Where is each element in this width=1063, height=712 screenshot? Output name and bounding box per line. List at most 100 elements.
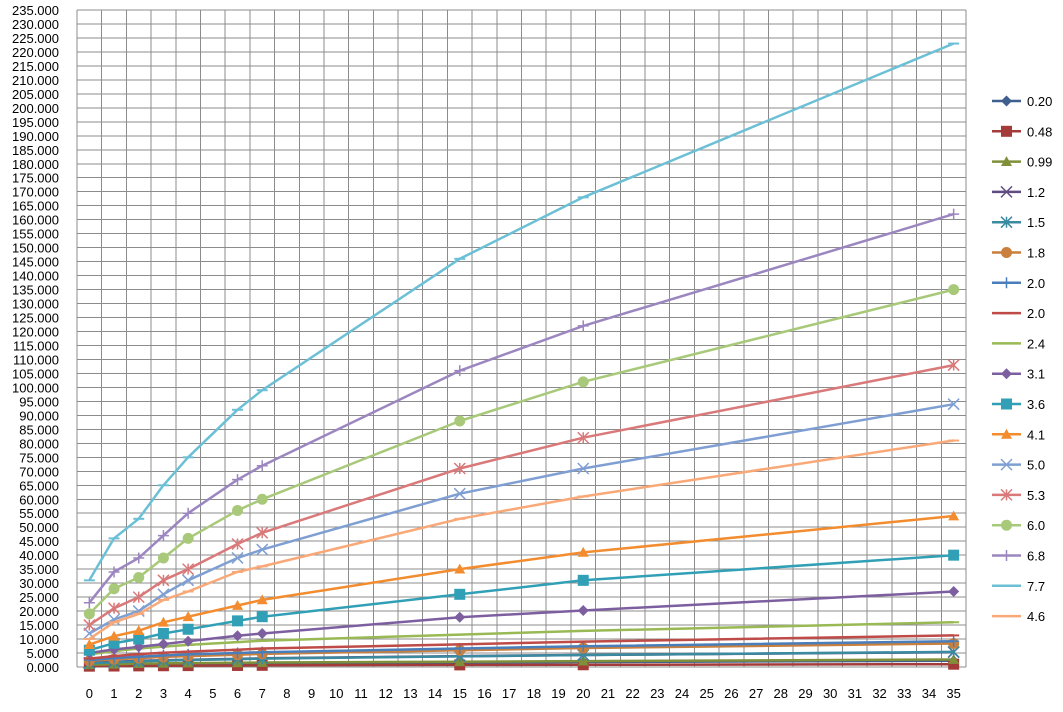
data-point	[232, 630, 244, 642]
x-tick-label: 1	[110, 686, 117, 701]
data-point	[232, 615, 244, 627]
x-tick-label: 24	[675, 686, 689, 701]
series-line	[89, 590, 954, 655]
series-line	[88, 553, 954, 652]
legend-label: 3.6	[1027, 397, 1045, 412]
data-point	[948, 635, 960, 647]
legend-label: 4.1	[1027, 427, 1045, 442]
data-point	[182, 574, 195, 587]
legend-label: 1.8	[1027, 246, 1045, 261]
legend-label: 7.7	[1027, 579, 1045, 594]
series-13	[83, 359, 960, 632]
legend-entry: 1.2	[992, 185, 1045, 200]
x-tick-label: 0	[86, 686, 93, 701]
x-tick-label: 29	[798, 686, 812, 701]
y-tick-label: 200.000	[12, 101, 59, 116]
x-tick-label: 27	[749, 686, 763, 701]
x-tick-label: 21	[601, 686, 615, 701]
series-line	[88, 212, 955, 604]
x-tick-label: 23	[650, 686, 664, 701]
legend-marker	[1001, 398, 1012, 410]
x-tick-label: 2	[135, 686, 142, 701]
data-point	[454, 415, 466, 427]
legend: 0.20 0.48 0.99 1.2 1.5 1.8 2.0 2.0 2.4 3.1 3.6 4.1 5…	[992, 94, 1052, 624]
data-point	[256, 594, 268, 605]
data-point	[256, 627, 268, 639]
series-line	[89, 662, 954, 668]
legend-label: 0.20	[1027, 94, 1052, 109]
data-point	[947, 359, 960, 372]
series-17	[83, 439, 960, 641]
data-point	[231, 551, 244, 564]
legend-label: 6.8	[1027, 549, 1045, 564]
legend-label: 5.0	[1027, 458, 1045, 473]
data-point	[157, 574, 170, 587]
legend-entry: 2.0	[992, 276, 1045, 291]
x-tick-label: 19	[551, 686, 565, 701]
x-tick-label: 11	[354, 686, 368, 701]
y-tick-label: 115.000	[13, 338, 59, 353]
series-line	[89, 621, 954, 656]
y-tick-label: 165.000	[12, 199, 59, 214]
series-line	[88, 514, 954, 646]
x-tick-label: 15	[453, 686, 467, 701]
legend-marker	[1000, 185, 1013, 198]
data-point	[577, 320, 589, 332]
data-point	[157, 627, 169, 639]
data-point	[948, 208, 960, 220]
axes: 0.0005.00010.00015.00020.00025.00030.000…	[12, 3, 961, 701]
y-tick-label: 10.000	[19, 632, 59, 647]
legend-marker	[1001, 519, 1012, 531]
y-tick-label: 25.000	[19, 590, 59, 605]
legend-entry: 4.6	[992, 609, 1045, 624]
x-tick-label: 10	[329, 686, 343, 701]
data-point	[231, 537, 244, 551]
x-tick-label: 28	[774, 686, 788, 701]
series-line	[89, 658, 954, 667]
y-tick-label: 20.000	[19, 604, 59, 619]
data-point	[83, 619, 96, 632]
legend-entry: 5.3	[992, 488, 1045, 503]
x-tick-label: 6	[234, 686, 241, 701]
x-tick-label: 26	[724, 686, 738, 701]
x-tick-label: 14	[428, 686, 442, 701]
data-point	[83, 639, 95, 650]
data-point	[948, 586, 960, 598]
legend-label: 3.1	[1027, 367, 1045, 382]
x-tick-label: 25	[699, 686, 713, 701]
data-point	[947, 398, 960, 411]
data-point	[83, 644, 95, 656]
x-tick-label: 34	[922, 686, 936, 701]
x-tick-label: 33	[897, 686, 911, 701]
y-tick-label: 105.000	[12, 366, 59, 381]
y-tick-label: 225.000	[12, 31, 59, 46]
grid	[76, 9, 967, 668]
data-point	[454, 588, 466, 600]
data-point	[454, 563, 466, 574]
y-tick-label: 40.000	[19, 548, 59, 563]
data-point	[133, 572, 145, 584]
legend-marker	[1001, 428, 1012, 439]
legend-marker	[1001, 125, 1012, 137]
data-point	[948, 549, 960, 561]
x-tick-label: 17	[502, 686, 516, 701]
data-point	[256, 493, 268, 505]
x-tick-label: 13	[403, 686, 417, 701]
y-tick-label: 15.000	[19, 618, 59, 633]
data-point	[256, 543, 269, 556]
legend-label: 1.5	[1027, 215, 1045, 230]
legend-marker	[1000, 216, 1013, 229]
legend-entry: 7.7	[992, 579, 1045, 594]
y-tick-label: 195.000	[12, 115, 59, 130]
data-point	[454, 365, 466, 377]
data-point	[454, 611, 466, 623]
data-point	[232, 504, 244, 516]
y-tick-label: 155.000	[12, 227, 59, 242]
y-tick-label: 70.000	[19, 464, 59, 479]
legend-label: 0.48	[1027, 124, 1052, 139]
data-point	[577, 546, 589, 557]
legend-marker	[1001, 368, 1012, 380]
data-point	[182, 635, 194, 647]
y-tick-label: 50.000	[19, 520, 59, 535]
